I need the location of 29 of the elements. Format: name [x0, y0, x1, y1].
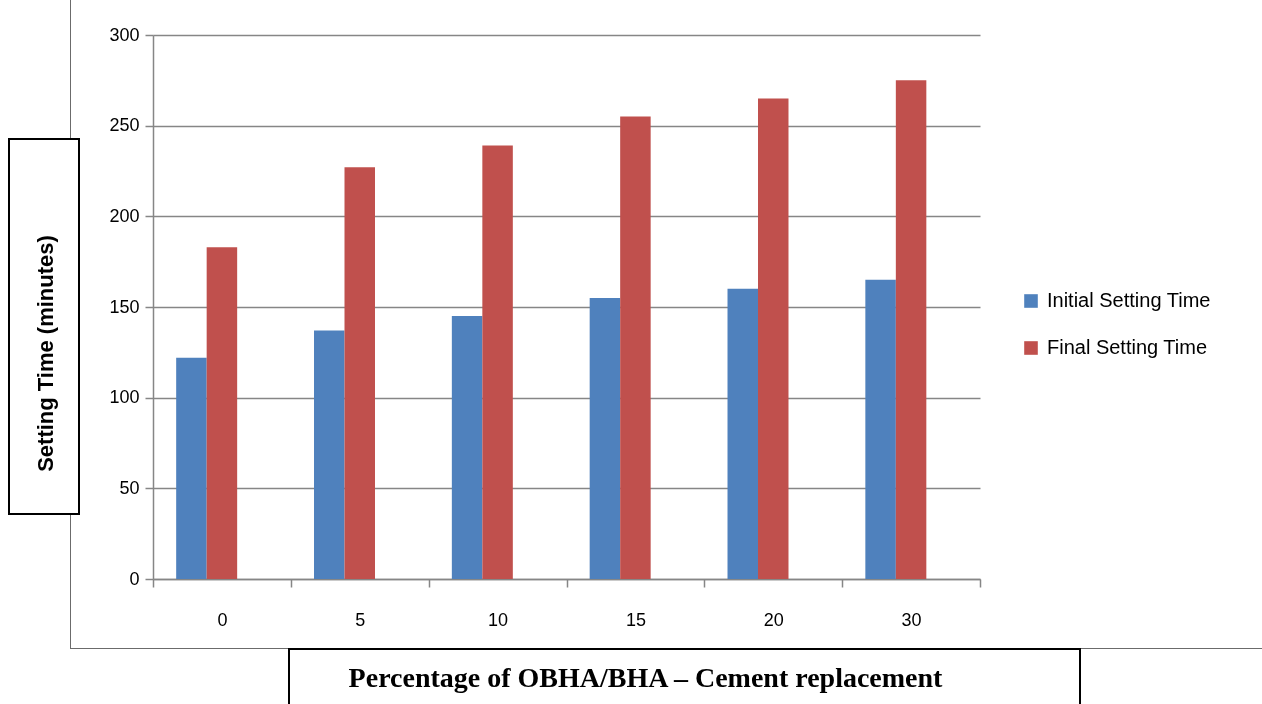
- bar: [344, 167, 375, 579]
- y-tick-label: 150: [109, 296, 140, 317]
- bar: [589, 297, 621, 579]
- bar: [758, 98, 789, 579]
- x-tick-label: 30: [901, 609, 922, 630]
- bar: [176, 357, 207, 579]
- x-tick-label: 5: [355, 609, 366, 630]
- bar: [451, 316, 483, 579]
- y-tick-label: 50: [119, 477, 140, 498]
- x-tick-label: 10: [488, 609, 509, 630]
- bar: [314, 330, 345, 579]
- x-tick-label: 20: [763, 609, 784, 630]
- y-axis-title: Setting Time (minutes): [32, 235, 58, 472]
- bar: [727, 288, 758, 579]
- y-tick-label: 250: [109, 115, 140, 136]
- legend-label: Initial Setting Time: [1047, 289, 1211, 311]
- y-tick-label: 0: [129, 568, 140, 589]
- bar: [206, 247, 238, 579]
- x-axis-title: Percentage of OBHA/BHA – Cement replacement: [348, 661, 944, 693]
- bar: [482, 145, 513, 579]
- x-tick-label: 15: [625, 609, 646, 630]
- bar: [895, 80, 927, 579]
- y-tick-label: 300: [109, 24, 140, 45]
- y-tick-label: 100: [109, 387, 140, 408]
- x-tick-label: 0: [217, 609, 228, 630]
- bar: [620, 116, 651, 579]
- y-tick-label: 200: [109, 205, 140, 226]
- legend-label: Final Setting Time: [1047, 336, 1208, 358]
- bar: [865, 279, 896, 579]
